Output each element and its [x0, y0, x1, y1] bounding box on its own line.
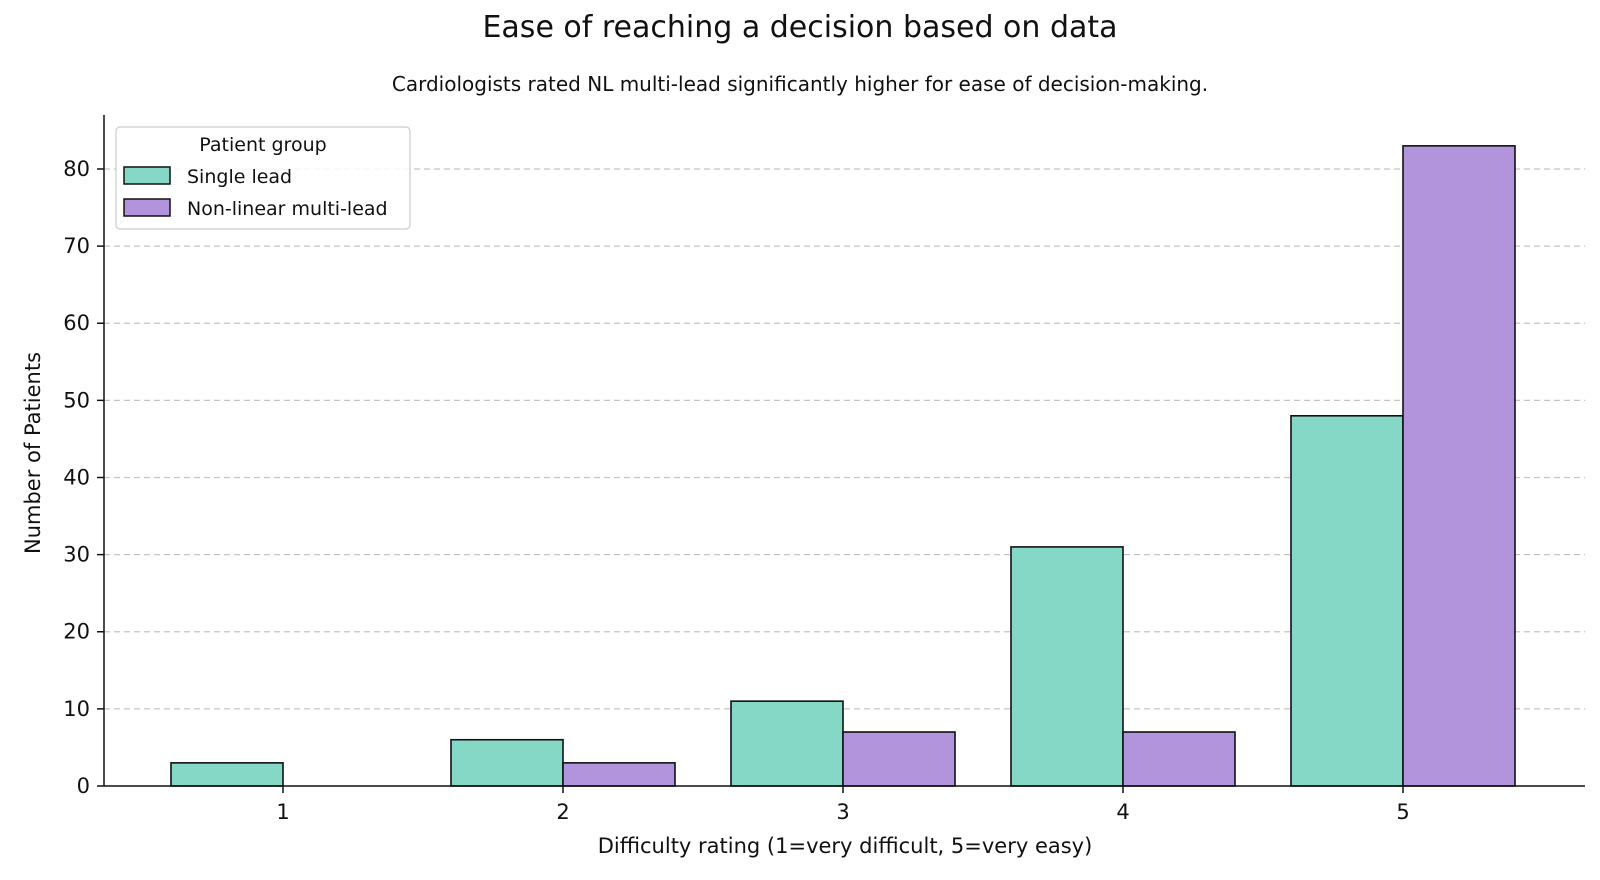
- legend-swatch-multi-lead: [123, 198, 171, 217]
- bar-single-lead-1: [170, 762, 284, 787]
- y-tick-label: 10: [63, 697, 90, 721]
- legend-label-multi-lead: Non-linear multi-lead: [187, 198, 388, 220]
- legend-swatch-single-lead: [123, 166, 171, 185]
- bar-single-lead-4: [1010, 546, 1124, 787]
- axes: [103, 115, 1585, 787]
- x-ticks: 1 2 3 4 5: [276, 786, 1410, 824]
- legend-frame: [115, 126, 411, 230]
- bars: [170, 145, 1516, 787]
- y-tick-label: 40: [63, 465, 90, 489]
- x-tick-label: 4: [1116, 800, 1129, 824]
- x-axis-label: Difficulty rating (1=very difficult, 5=v…: [598, 834, 1093, 858]
- legend-title: Patient group: [199, 134, 326, 156]
- y-tick-label: 20: [63, 620, 90, 644]
- bar-multi-lead-3: [842, 731, 956, 787]
- y-tick-label: 50: [63, 388, 90, 412]
- y-tick-label: 30: [63, 543, 90, 567]
- legend-label-single-lead: Single lead: [187, 166, 292, 188]
- x-tick-label: 2: [556, 800, 569, 824]
- bar-single-lead-2: [450, 738, 564, 787]
- x-tick-label: 1: [276, 800, 289, 824]
- bar-single-lead-3: [730, 700, 844, 787]
- bar-multi-lead-4: [1122, 731, 1236, 787]
- bar-single-lead-5: [1290, 414, 1404, 787]
- y-tick-label: 80: [63, 157, 90, 181]
- y-tick-label: 70: [63, 234, 90, 258]
- legend: Patient group Single lead Non-linear mul…: [115, 126, 411, 230]
- x-tick-label: 3: [836, 800, 849, 824]
- bar-multi-lead-5: [1402, 145, 1516, 787]
- y-tick-label: 0: [77, 774, 90, 798]
- y-axis-label: Number of Patients: [21, 352, 45, 554]
- chart-title: Ease of reaching a decision based on dat…: [482, 10, 1118, 45]
- x-tick-label: 5: [1396, 800, 1409, 824]
- y-tick-label: 60: [63, 311, 90, 335]
- y-ticks: 0 10 20 30 40 50 60 70 80: [63, 157, 104, 798]
- chart-subtitle: Cardiologists rated NL multi-lead signif…: [391, 72, 1209, 96]
- bar-multi-lead-2: [562, 762, 676, 787]
